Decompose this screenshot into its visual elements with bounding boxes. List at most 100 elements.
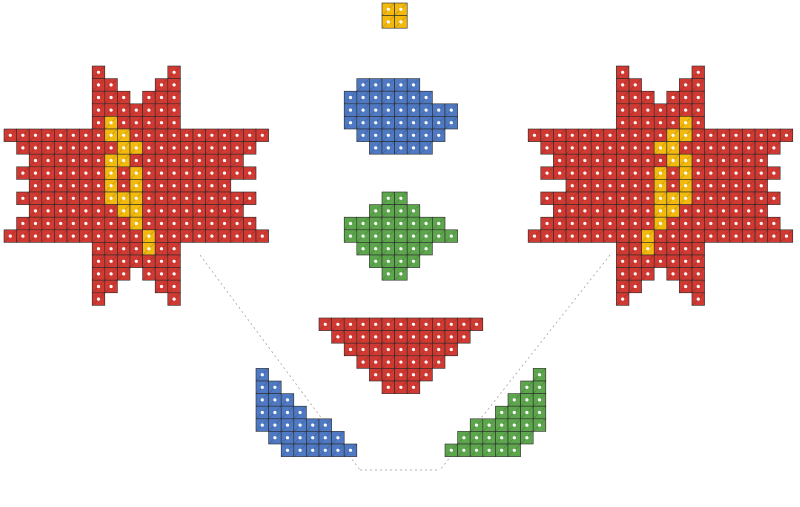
blue-leaf-stitch xyxy=(256,381,269,394)
left-star-stitch xyxy=(180,230,193,243)
right-star-stitch xyxy=(642,242,655,255)
blue-leaf-stitch xyxy=(256,419,269,432)
red-triangle-stitch xyxy=(407,368,420,381)
left-star-stitch xyxy=(130,230,143,243)
blue-lozenge-stitch xyxy=(395,91,408,104)
right-star-stitch xyxy=(629,79,642,92)
left-star-stitch xyxy=(193,230,206,243)
left-star-stitch xyxy=(92,217,105,230)
green-leaf-stitch xyxy=(483,431,496,444)
right-star-stitch xyxy=(642,268,655,281)
left-star-stitch xyxy=(92,154,105,167)
left-star-stitch xyxy=(117,205,130,218)
left-star-stitch xyxy=(231,205,244,218)
top-yellow-square-stitch xyxy=(382,16,395,29)
right-star-stitch xyxy=(579,192,592,205)
left-star-stitch xyxy=(155,217,168,230)
left-star-stitch xyxy=(206,129,219,142)
left-star-stitch xyxy=(117,230,130,243)
left-star-stitch xyxy=(218,179,231,192)
left-star-stitch xyxy=(42,217,55,230)
blue-leaf-stitch xyxy=(332,444,345,457)
right-star-stitch xyxy=(692,255,705,268)
right-star-stitch xyxy=(667,116,680,129)
left-star-stitch xyxy=(54,217,67,230)
left-star-stitch xyxy=(155,230,168,243)
blue-leaf-stitch xyxy=(294,406,307,419)
right-star-stitch xyxy=(654,192,667,205)
left-star-stitch xyxy=(243,129,256,142)
blue-lozenge-stitch xyxy=(369,116,382,129)
left-star-stitch xyxy=(29,142,42,155)
right-star-stitch xyxy=(616,205,629,218)
right-star-stitch xyxy=(730,217,743,230)
right-star-stitch xyxy=(654,116,667,129)
blue-leaf-stitch xyxy=(269,381,282,394)
left-star-stitch xyxy=(54,192,67,205)
right-star-stitch xyxy=(604,179,617,192)
left-star-stitch xyxy=(67,142,80,155)
left-star-stitch xyxy=(143,116,156,129)
left-star-stitch xyxy=(168,255,181,268)
red-triangle-stitch xyxy=(445,331,458,344)
right-star-stitch xyxy=(642,255,655,268)
right-star-stitch xyxy=(755,179,768,192)
right-star-stitch xyxy=(591,230,604,243)
green-cross-stitch xyxy=(382,242,395,255)
left-star-stitch xyxy=(117,179,130,192)
left-star-stitch xyxy=(130,217,143,230)
left-star-stitch xyxy=(256,129,269,142)
green-cross-stitch xyxy=(395,230,408,243)
right-star-stitch xyxy=(717,154,730,167)
green-leaf-stitch xyxy=(533,419,546,432)
right-star-stitch xyxy=(541,129,554,142)
right-star-stitch xyxy=(642,179,655,192)
right-star-stitch xyxy=(616,179,629,192)
left-star-stitch xyxy=(42,142,55,155)
right-star-stitch xyxy=(667,179,680,192)
right-star-stitch xyxy=(667,255,680,268)
blue-lozenge-stitch xyxy=(407,142,420,155)
right-star-stitch xyxy=(642,217,655,230)
right-star-stitch xyxy=(679,179,692,192)
right-star-stitch xyxy=(616,91,629,104)
right-star-stitch xyxy=(654,104,667,117)
right-star-stitch xyxy=(705,129,718,142)
left-star-stitch xyxy=(143,217,156,230)
left-star-stitch xyxy=(231,167,244,180)
right-star-stitch xyxy=(768,230,781,243)
right-star-stitch xyxy=(629,230,642,243)
blue-lozenge-stitch xyxy=(369,142,382,155)
right-star-stitch xyxy=(742,167,755,180)
left-star-stitch xyxy=(80,179,93,192)
left-star-stitch xyxy=(243,230,256,243)
right-star-stitch xyxy=(616,142,629,155)
right-star-stitch xyxy=(604,217,617,230)
left-star-stitch xyxy=(218,154,231,167)
green-leaf-stitch xyxy=(458,431,471,444)
right-star-stitch xyxy=(616,79,629,92)
blue-leaf-stitch xyxy=(256,406,269,419)
green-cross-stitch xyxy=(395,268,408,281)
left-star-stitch xyxy=(143,268,156,281)
right-star-stitch xyxy=(730,154,743,167)
green-cross-stitch xyxy=(369,242,382,255)
left-star-stitch xyxy=(155,242,168,255)
blue-lozenge-stitch xyxy=(395,142,408,155)
left-star-stitch xyxy=(243,167,256,180)
right-star-stitch xyxy=(679,129,692,142)
red-triangle-stitch xyxy=(344,331,357,344)
blue-leaf-stitch xyxy=(256,394,269,407)
right-star-stitch xyxy=(679,116,692,129)
green-cross-stitch xyxy=(369,205,382,218)
right-star-stitch xyxy=(579,217,592,230)
left-star-stitch xyxy=(54,154,67,167)
right-star-stitch xyxy=(629,142,642,155)
right-star-stitch xyxy=(616,280,629,293)
left-star-stitch xyxy=(105,154,118,167)
green-leaf-stitch xyxy=(521,406,534,419)
left-star-stitch xyxy=(130,129,143,142)
right-star-stitch xyxy=(541,167,554,180)
blue-lozenge-stitch xyxy=(357,91,370,104)
right-star-stitch xyxy=(692,79,705,92)
